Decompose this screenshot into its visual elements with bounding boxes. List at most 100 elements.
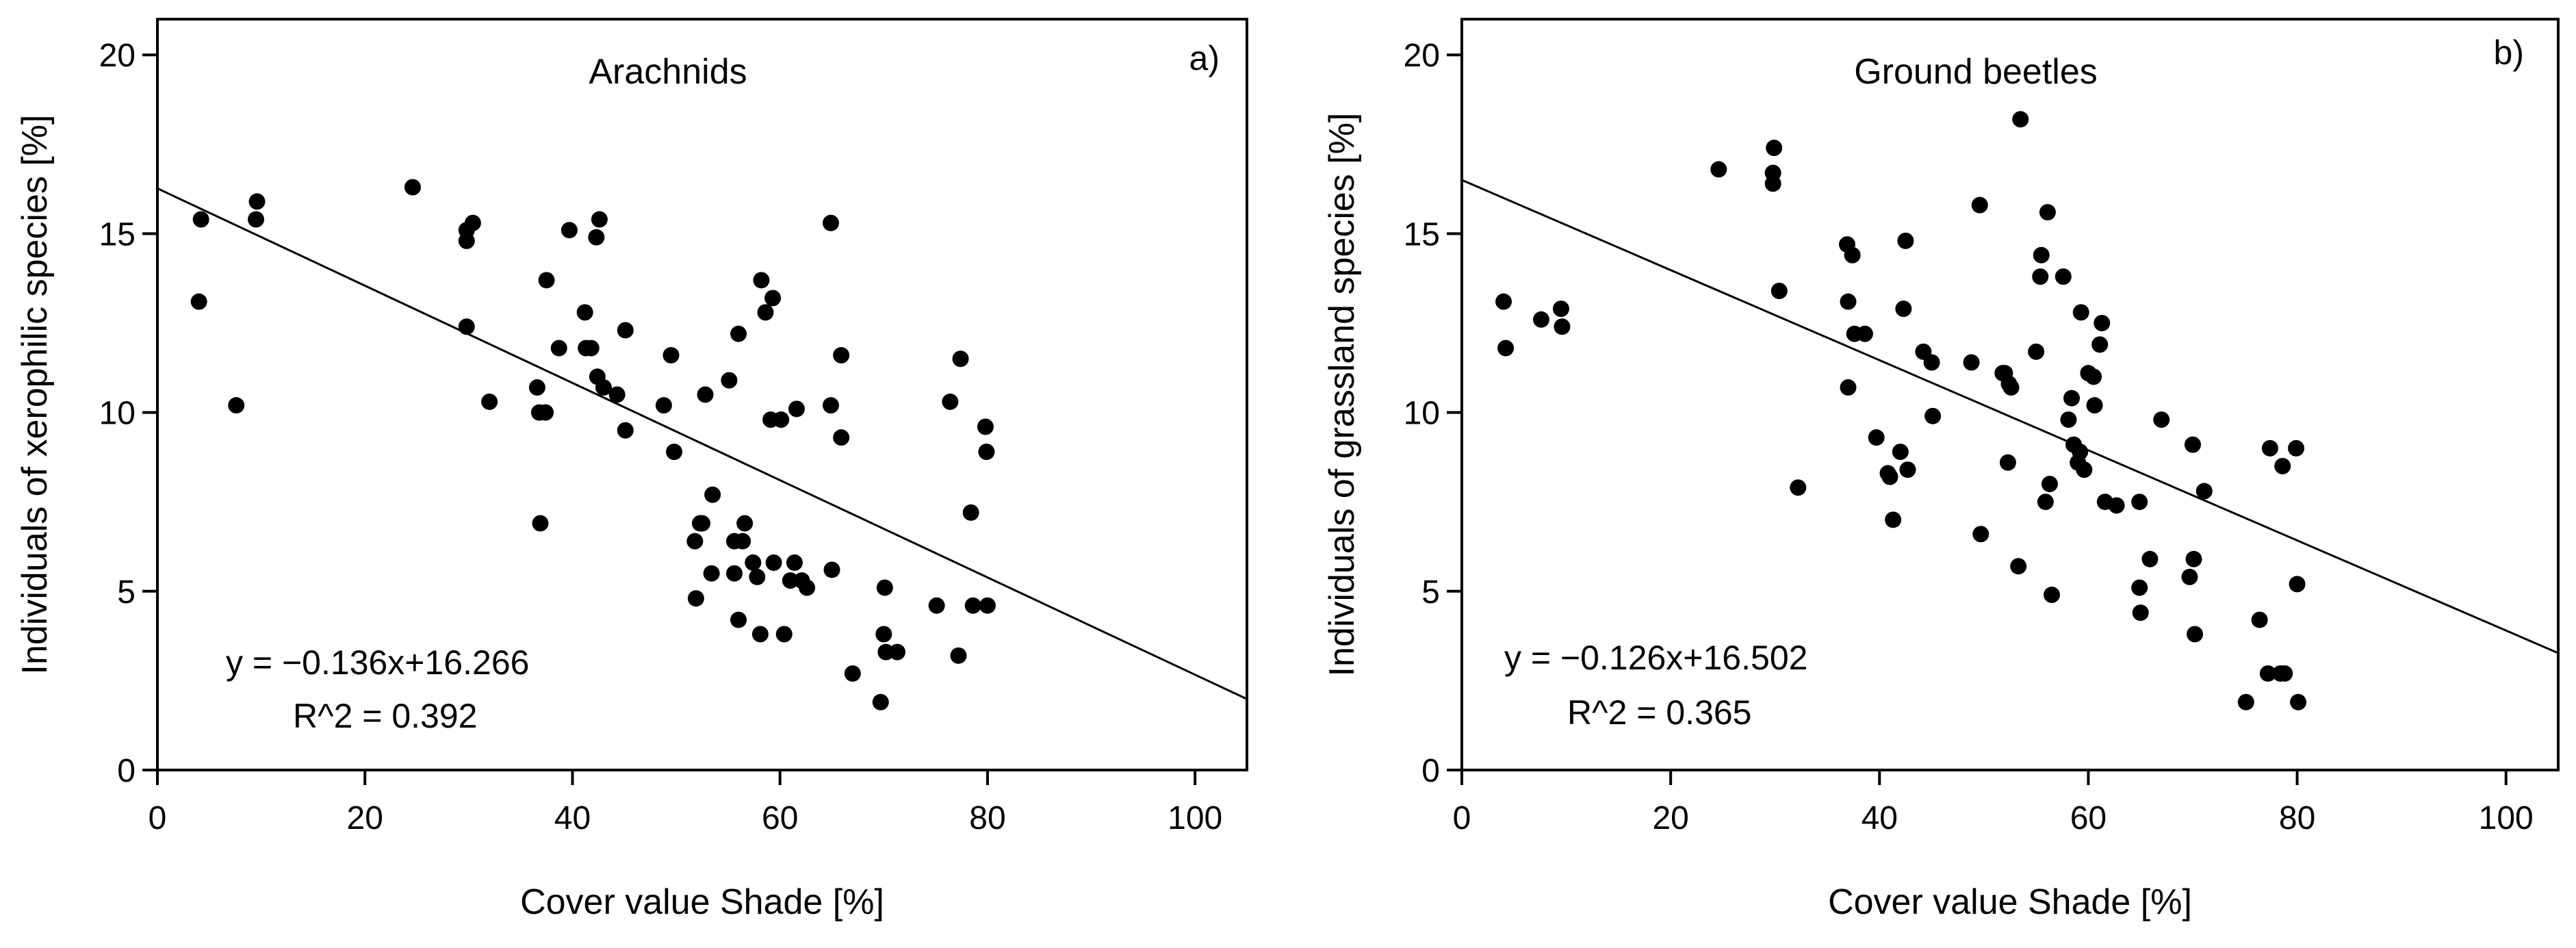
- data-point: [823, 214, 840, 231]
- data-point: [608, 386, 626, 403]
- data-point: [532, 515, 549, 532]
- data-point: [2094, 315, 2111, 332]
- data-point: [726, 565, 743, 582]
- y-axis-label: Individuals of grassland species [%]: [1322, 113, 1362, 677]
- data-point: [2091, 336, 2109, 353]
- data-point: [228, 397, 245, 414]
- data-point: [2276, 665, 2293, 682]
- data-point: [1885, 511, 1902, 528]
- data-point: [1770, 283, 1788, 300]
- panel-ground-beetles: 0 20 40 60 80 100 0 5 10 15 20 Cover value Shade [%…: [1322, 18, 2560, 922]
- data-point: [404, 179, 421, 196]
- x-tick-label: 100: [1168, 800, 1222, 836]
- data-point: [582, 340, 600, 357]
- data-point: [2141, 550, 2159, 567]
- data-point: [942, 393, 959, 410]
- x-tick-label: 80: [969, 800, 1005, 836]
- data-point: [550, 340, 567, 357]
- data-point: [2259, 665, 2276, 682]
- data-point: [655, 397, 672, 414]
- data-point: [2060, 411, 2077, 428]
- y-tick-label: 15: [99, 216, 136, 253]
- data-point: [2072, 304, 2089, 321]
- data-point: [764, 290, 782, 307]
- data-point: [2063, 389, 2081, 407]
- y-tick-label: 0: [117, 753, 136, 789]
- x-tick-label: 100: [2479, 800, 2534, 836]
- data-point: [950, 647, 967, 664]
- data-point: [528, 379, 545, 396]
- data-point: [1924, 407, 1942, 424]
- data-point: [2153, 411, 2170, 428]
- data-point: [1999, 454, 2016, 471]
- data-point: [734, 533, 751, 550]
- data-point: [190, 293, 207, 310]
- x-tick-label: 80: [2279, 800, 2315, 836]
- data-point: [823, 397, 840, 414]
- data-point: [687, 590, 704, 607]
- data-point: [1972, 526, 1989, 543]
- data-point: [576, 304, 593, 321]
- panel-letter: b): [2494, 34, 2524, 72]
- x-tick-label: 0: [1453, 800, 1471, 836]
- y-tick-label: 15: [1404, 216, 1440, 253]
- data-point: [537, 404, 554, 421]
- data-point: [1963, 354, 1980, 371]
- data-point: [952, 350, 969, 368]
- data-point: [2010, 558, 2027, 575]
- x-tick-label: 60: [762, 800, 798, 836]
- y-axis-label: Individuals of xerophilic species [%]: [15, 115, 55, 675]
- data-point: [2039, 204, 2056, 221]
- data-point: [872, 693, 889, 710]
- data-point: [2108, 497, 2125, 514]
- data-point: [458, 318, 475, 335]
- data-point: [2028, 343, 2045, 360]
- data-point: [2290, 693, 2307, 710]
- data-point: [1764, 164, 1781, 181]
- data-point: [730, 611, 747, 628]
- x-tick-label: 0: [149, 800, 167, 836]
- regression-equation: y = −0.136x+16.266: [226, 643, 529, 682]
- data-point: [2085, 368, 2102, 385]
- x-axis-label: Cover value Shade [%]: [520, 882, 884, 922]
- data-point: [2131, 494, 2148, 511]
- data-point: [833, 429, 850, 446]
- data-point: [1971, 196, 1988, 214]
- data-point: [704, 486, 721, 503]
- data-point: [1497, 340, 1515, 357]
- x-tick-label: 60: [2070, 800, 2107, 836]
- regression-line: [157, 187, 1248, 700]
- data-point: [2044, 587, 2061, 604]
- data-point: [2185, 436, 2201, 453]
- data-point: [2131, 579, 2148, 596]
- data-point: [2002, 379, 2020, 396]
- chart-title: Arachnids: [589, 52, 747, 92]
- data-point: [2012, 111, 2029, 128]
- data-point: [775, 626, 793, 643]
- data-point: [928, 597, 945, 614]
- data-point: [2261, 439, 2278, 457]
- data-point: [248, 193, 266, 210]
- data-point: [2033, 246, 2050, 264]
- data-point: [1495, 293, 1512, 310]
- data-point: [844, 665, 861, 682]
- panel-arachnids: 0 20 40 60 80 100 0 5 10 15 20 Cover value Shade [%…: [15, 18, 1248, 922]
- data-point: [2037, 494, 2054, 511]
- data-point: [1790, 479, 1807, 496]
- data-point: [1856, 325, 1873, 342]
- data-point: [2288, 439, 2305, 457]
- data-point: [617, 422, 634, 439]
- data-point: [889, 643, 906, 661]
- data-point: [1844, 246, 1861, 264]
- data-point: [978, 444, 995, 461]
- data-point: [2187, 626, 2204, 643]
- data-point: [757, 304, 774, 321]
- data-point: [823, 561, 840, 578]
- data-point: [2251, 611, 2268, 628]
- data-point: [1923, 354, 1940, 371]
- x-tick-label: 20: [1652, 800, 1688, 836]
- data-point: [962, 504, 979, 521]
- data-point: [595, 379, 612, 396]
- x-tick-label: 40: [554, 800, 591, 836]
- data-point: [192, 211, 209, 228]
